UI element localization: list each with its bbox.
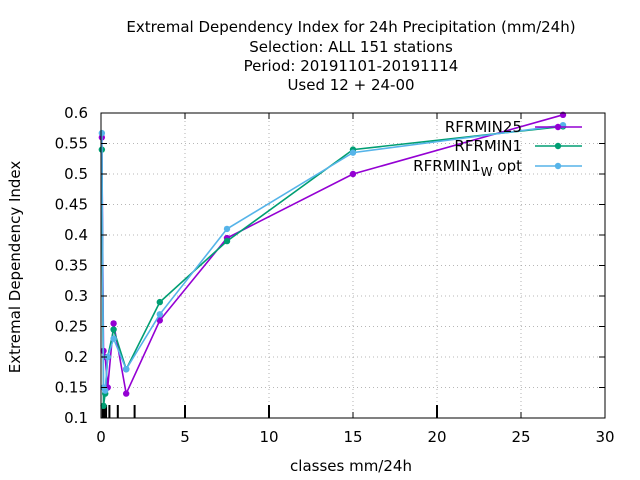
data-point [156,311,163,318]
data-point [110,320,117,327]
data-point [123,366,130,373]
y-tick-label: 0.25 [55,318,88,336]
legend-label-1: RFRMIN25 [445,118,522,136]
data-point [156,298,163,306]
data-point [349,170,357,178]
y-tick-label: 0.6 [64,104,88,122]
data-point [223,225,231,233]
y-tick-label: 0.5 [64,165,88,183]
data-point [102,387,109,394]
legend-label-3: RFRMIN1W opt [413,157,522,179]
data-point [110,335,117,342]
x-tick-label: 10 [259,428,278,446]
legend-swatch-point [554,123,562,131]
x-tick-label: 25 [511,428,530,446]
data-point [100,402,107,409]
y-tick-label: 0.3 [64,287,88,305]
data-point [223,237,231,245]
legend-swatch-point [554,162,562,170]
data-point [123,390,130,397]
series-line [101,125,564,406]
data-point [349,149,357,156]
x-axis-label: classes mm/24h [290,457,412,475]
data-point [104,353,111,361]
y-axis-label: Extremal Dependency Index [6,161,24,374]
title-line-4: Used 12 + 24-00 [287,76,414,94]
title-line-3: Period: 20191101-20191114 [244,57,459,75]
x-tick-label: 0 [96,428,106,446]
x-tick-label: 15 [343,428,362,446]
y-tick-label: 0.55 [55,135,88,153]
axis-ticks: 0.1 0.15 0.2 0.25 0.3 0.35 0.4 0.45 0.5 0.55 0.6 0 5… [55,104,615,446]
y-tick-label: 0.45 [55,196,88,214]
y-tick-label: 0.35 [55,257,88,275]
chart-title: Extremal Dependency Index for 24h Precip… [126,18,575,94]
x-tick-label: 5 [180,428,190,446]
y-tick-label: 0.2 [64,348,88,366]
data-point [98,129,106,137]
class-marks [101,405,438,418]
title-line-1: Extremal Dependency Index for 24h Precip… [126,18,575,36]
legend-label-2: RFRMIN1 [454,137,522,155]
grid-lines [101,113,605,418]
y-tick-label: 0.15 [55,379,88,397]
x-tick-label: 20 [427,428,446,446]
x-tick-label: 30 [595,428,614,446]
series-layer [98,111,567,409]
legend-swatch-point [554,142,562,150]
y-tick-label: 0.1 [64,409,88,427]
data-point [156,317,163,324]
y-tick-label: 0.4 [64,226,88,244]
data-point [110,326,117,333]
title-line-2: Selection: ALL 151 stations [249,38,453,56]
